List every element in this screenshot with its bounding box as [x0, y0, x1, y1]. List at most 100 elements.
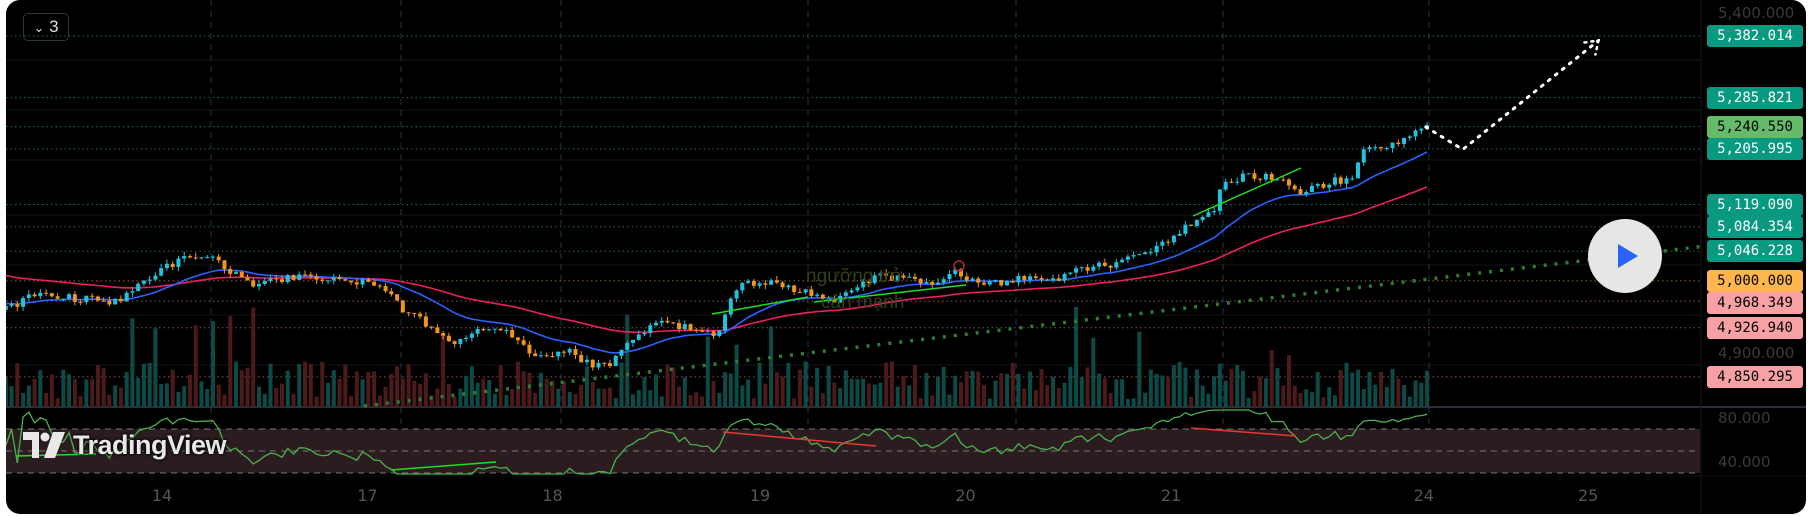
candle-body — [49, 293, 54, 297]
candle-body — [314, 276, 319, 280]
volume-bar — [1281, 385, 1286, 407]
price-label: 5,000.000 — [1707, 269, 1803, 292]
volume-bar — [366, 372, 371, 407]
time-axis-tick: 18 — [542, 486, 563, 505]
volume-bar — [590, 381, 595, 407]
candle-body — [1332, 177, 1337, 185]
candle-body — [1200, 216, 1205, 221]
candle-body — [1097, 262, 1102, 267]
candle-body — [561, 351, 566, 353]
volume-bar — [1413, 380, 1418, 407]
volume-bar — [1154, 373, 1159, 407]
price-axis-tick: 4,900.000 — [1718, 344, 1795, 362]
candle-body — [901, 275, 906, 278]
candle-body — [1269, 173, 1274, 180]
volume-bar — [15, 363, 20, 407]
price-label: 4,926.940 — [1707, 316, 1803, 339]
volume-bar — [774, 372, 779, 407]
candle-body — [153, 275, 158, 280]
candle-body — [372, 281, 377, 286]
volume-bar — [878, 382, 883, 407]
candle-body — [1384, 148, 1389, 150]
play-button[interactable] — [1588, 219, 1662, 293]
candle-body — [636, 334, 641, 340]
candle-body — [1402, 137, 1407, 145]
volume-bar — [1016, 373, 1021, 407]
rsi-line — [6, 409, 1428, 475]
candle-body — [1338, 177, 1343, 184]
volume-bar — [153, 328, 158, 407]
volume-bar — [1114, 379, 1119, 407]
volume-bar — [884, 362, 889, 407]
candle-body — [256, 284, 261, 287]
volume-bar — [596, 388, 601, 407]
volume-bar — [1212, 376, 1217, 407]
volume-bar — [21, 393, 26, 407]
candle-body — [1396, 142, 1401, 145]
volume-bar — [406, 364, 411, 407]
indicators-collapse-button[interactable]: ⌄ 3 — [23, 13, 69, 41]
time-axis-tick: 19 — [749, 486, 771, 505]
volume-bar — [636, 389, 641, 407]
volume-bar — [1217, 363, 1222, 407]
candle-body — [976, 278, 981, 283]
candle-body — [1120, 259, 1125, 263]
price-axis-tick: 5,400.000 — [1718, 4, 1795, 22]
chart-container[interactable]: ⌄ 3 ngưỡng trở cản mạnh TradingView 5,40… — [6, 0, 1806, 514]
candle-body — [1413, 130, 1418, 137]
candle-body — [866, 281, 871, 284]
candle-body — [907, 276, 912, 278]
volume-bar — [1079, 377, 1084, 407]
volume-bar — [147, 362, 152, 407]
volume-bar — [1171, 365, 1176, 407]
candle-body — [498, 328, 503, 331]
candle-body — [251, 280, 256, 287]
candle-body — [1062, 273, 1067, 281]
candle-body — [515, 337, 520, 341]
candle-body — [734, 290, 739, 299]
candle-body — [510, 330, 515, 338]
volume-bar — [251, 307, 256, 407]
volume-bar — [1068, 366, 1073, 407]
volume-bar — [1338, 370, 1343, 407]
volume-bar — [815, 367, 820, 407]
volume-bar — [889, 361, 894, 407]
candle-body — [1033, 276, 1038, 278]
drawn-trend-line — [813, 284, 967, 303]
volume-bar — [1143, 392, 1148, 407]
rsi-axis-tick: 40.000 — [1718, 453, 1771, 471]
candle-body — [843, 292, 848, 296]
candle-body — [993, 279, 998, 282]
volume-bar — [1028, 371, 1033, 407]
volume-bar — [803, 361, 808, 407]
candle-body — [1212, 211, 1217, 213]
volume-bar — [429, 395, 434, 407]
volume-bar — [78, 396, 83, 407]
volume-bar — [61, 369, 66, 407]
candle-body — [170, 263, 175, 267]
volume-bar — [6, 377, 8, 407]
candle-body — [1327, 184, 1332, 188]
candle-body — [1292, 185, 1297, 190]
candle-body — [1079, 267, 1084, 269]
candle-body — [55, 296, 60, 299]
candle-body — [199, 257, 204, 259]
rsi-divergence-line — [722, 431, 877, 447]
candle-body — [182, 256, 187, 259]
volume-bar — [452, 396, 457, 407]
volume-bar — [964, 371, 969, 407]
volume-bar — [573, 393, 578, 407]
candle-body — [809, 289, 814, 296]
candle-body — [1154, 245, 1159, 253]
candle-body — [930, 281, 935, 285]
candle-body — [654, 322, 659, 326]
volume-bar — [1223, 380, 1228, 407]
volume-bar — [504, 394, 509, 407]
candle-body — [631, 339, 636, 343]
volume-bar — [734, 344, 739, 407]
price-chart[interactable] — [6, 0, 1806, 514]
candle-body — [107, 300, 112, 305]
projection-arrowhead — [1583, 39, 1601, 56]
candle-body — [15, 304, 20, 307]
candle-body — [187, 256, 192, 258]
